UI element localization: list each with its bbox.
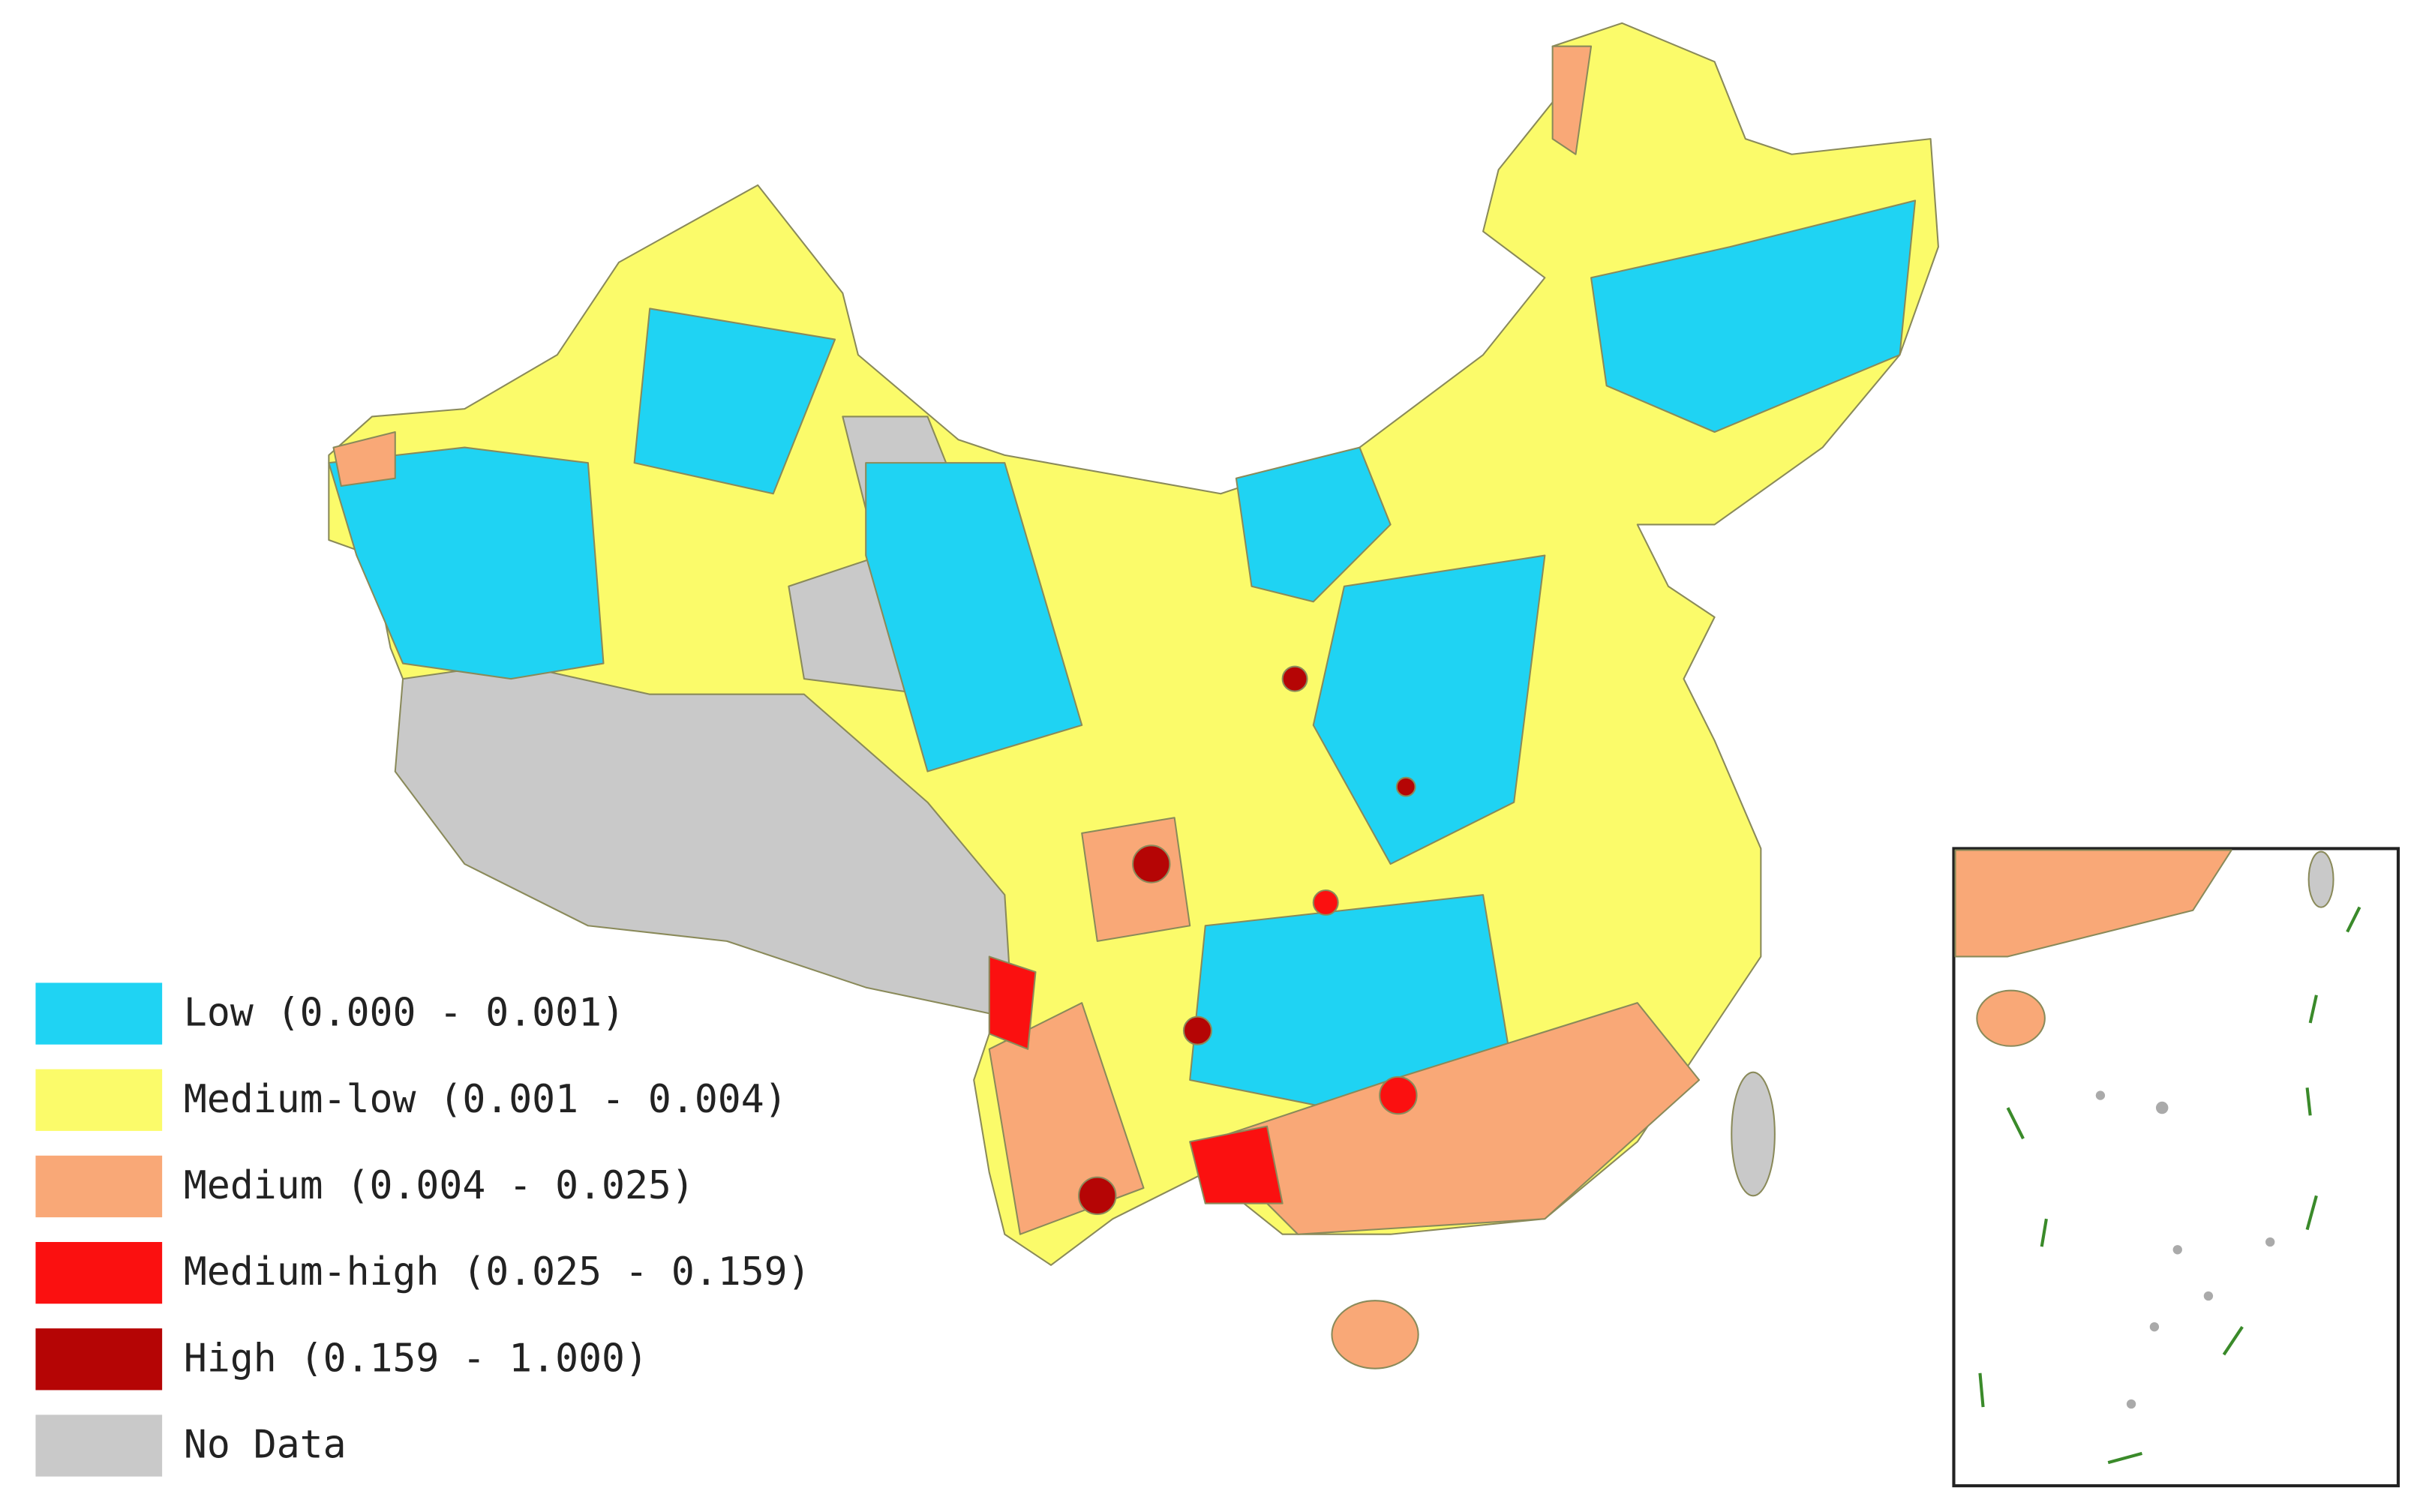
north-china [1312, 554, 1546, 866]
inset-hainan [1976, 989, 2046, 1047]
hotspot [1281, 665, 1308, 692]
inner-mongolia [1235, 446, 1392, 603]
legend: Low (0.000 - 0.001) Medium-low (0.001 - 0… [35, 982, 811, 1477]
legend-label: Medium-high (0.025 - 0.159) [184, 1250, 811, 1294]
hotspot [1132, 844, 1171, 884]
xinjiang-west [328, 446, 605, 680]
legend-label: Low (0.000 - 0.001) [184, 991, 625, 1036]
map-regions [328, 22, 1939, 1370]
yunnan-west [988, 1002, 1145, 1235]
hotspot [1312, 889, 1339, 916]
hotspot [1379, 1076, 1418, 1115]
inset-islands [2095, 1090, 2275, 1409]
inset-map [1952, 847, 2400, 1488]
taiwan [1731, 1071, 1776, 1197]
hainan [1331, 1300, 1419, 1370]
legend-label: Medium (0.004 - 0.025) [184, 1163, 695, 1208]
legend-swatch [35, 1328, 163, 1390]
guangxi-west [1189, 1125, 1284, 1204]
legend-swatch [35, 1242, 163, 1304]
legend-label: Medium-low (0.001 - 0.004) [184, 1077, 788, 1122]
legend-swatch [35, 1155, 163, 1218]
yunnan-south [988, 956, 1037, 1050]
legend-label: No Data [184, 1423, 347, 1468]
heilongjiang-north [1551, 45, 1593, 155]
legend-swatch [35, 982, 163, 1045]
hotspot [1078, 1176, 1117, 1215]
kashgar [332, 430, 396, 488]
inset-frame [1952, 847, 2400, 1488]
inset-dashes [1978, 906, 2361, 1465]
northeast [1590, 200, 1917, 434]
hotspot [1395, 776, 1416, 797]
xinjiang-north [633, 308, 836, 495]
hotspot [1182, 1016, 1213, 1046]
inset-coast [1954, 849, 2232, 958]
sichuan-west [1081, 817, 1191, 942]
inset-taiwan [2307, 850, 2334, 908]
legend-swatch [35, 1414, 163, 1477]
legend-swatch [35, 1069, 163, 1131]
gansu [865, 462, 1083, 772]
legend-label: High (0.159 - 1.000) [184, 1336, 648, 1381]
